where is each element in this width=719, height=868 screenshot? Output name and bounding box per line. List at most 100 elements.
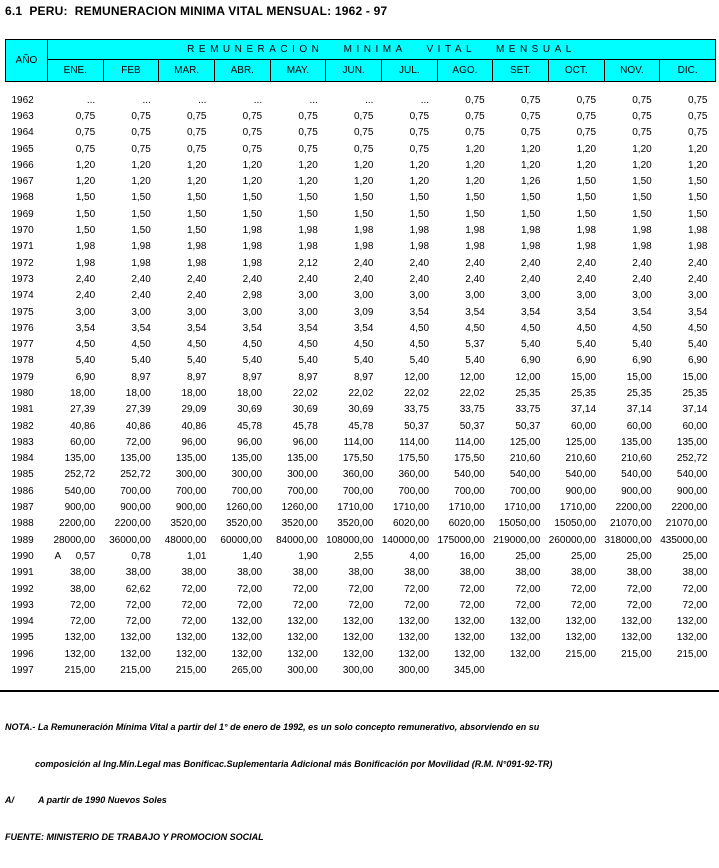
value-cell: 0,75	[548, 125, 604, 141]
value-cell: 345,00	[437, 662, 493, 678]
cell-value: 1,20	[688, 159, 708, 171]
value-cell: 1,98	[214, 255, 270, 271]
year-cell: 1976	[11, 322, 34, 334]
cell-value: 1,50	[465, 208, 485, 220]
value-cell: 3,00	[493, 288, 549, 304]
cell-value: 38,00	[70, 583, 96, 595]
remuneracion-table: AÑO REMUNERACION MINIMA VITAL MENSUAL EN…	[5, 39, 716, 679]
cell-value: 1,98	[75, 241, 96, 253]
value-cell: 1,20	[214, 157, 270, 173]
cell-value: 0,75	[187, 110, 207, 122]
value-cell: 1,50	[326, 190, 382, 206]
cell-value: 1,98	[576, 241, 597, 253]
value-cell: 2,98	[214, 288, 270, 304]
cell-value: 4,50	[520, 322, 541, 334]
cell-value: 900,00	[676, 485, 708, 497]
value-cell: 265,00	[214, 662, 270, 678]
value-cell: 132,00	[604, 614, 660, 630]
year-cell: 1996	[11, 648, 34, 660]
value-cell: 38,00	[270, 565, 326, 581]
year-cell: 1979	[11, 371, 34, 383]
cell-value: 3,54	[409, 306, 430, 318]
value-cell: 40,86	[48, 418, 104, 434]
value-cell: 50,37	[381, 418, 437, 434]
value-cell: 72,00	[660, 581, 716, 597]
cell-value: 48000,00	[164, 534, 207, 546]
value-cell: 1,98	[326, 239, 382, 255]
cell-value: 4,50	[632, 322, 652, 334]
cell-value: 1,20	[632, 143, 652, 155]
value-cell: 215,00	[159, 662, 215, 678]
value-cell: 72,00	[103, 614, 159, 630]
value-cell: 3,00	[48, 304, 104, 320]
year-cell: 1963	[11, 110, 34, 122]
cell-value: 25,35	[682, 387, 708, 399]
cell-value: 2,40	[187, 290, 207, 302]
month-header-mar: MAR.	[158, 59, 215, 82]
value-cell: 135,00	[660, 434, 716, 450]
value-cell: 210,60	[548, 451, 604, 467]
cell-value: 5,40	[242, 355, 263, 367]
cell-value: ...	[309, 94, 318, 106]
value-cell: 33,75	[381, 402, 437, 418]
value-cell: 2,40	[103, 288, 159, 304]
cell-value: 300,00	[342, 665, 374, 677]
cell-value: 210,60	[509, 453, 541, 465]
cell-value: 132,00	[454, 648, 485, 660]
cell-value: 1260,00	[225, 502, 263, 514]
value-cell: 132,00	[214, 614, 270, 630]
value-cell: 2200,00	[48, 516, 104, 532]
year-cell: 1984	[11, 453, 34, 465]
cell-value: 12,00	[515, 371, 541, 383]
value-cell: 72,00	[493, 597, 549, 613]
cell-value: 175,50	[342, 453, 374, 465]
cell-value: 1,50	[409, 192, 430, 204]
cell-value: 1,50	[131, 192, 151, 204]
value-cell: 300,00	[381, 662, 437, 678]
cell-value: 1,98	[187, 257, 207, 269]
cell-value: 2,40	[688, 257, 708, 269]
cell-value: 3,54	[187, 322, 207, 334]
value-cell: 540,00	[437, 467, 493, 483]
cell-value: 0,75	[242, 110, 263, 122]
value-cell: 2,12	[270, 255, 326, 271]
value-cell: 132,00	[660, 630, 716, 646]
year-cell: 1968	[11, 192, 34, 204]
cell-value: 0,75	[298, 143, 318, 155]
cell-value: 1,50	[632, 208, 652, 220]
cell-value: ...	[253, 94, 263, 106]
cell-value: 5,40	[520, 339, 541, 351]
cell-value: 132,00	[342, 616, 374, 628]
value-cell: 132,00	[159, 646, 215, 662]
cell-value: 5,40	[353, 355, 374, 367]
year-cell: 1987	[11, 502, 34, 514]
cell-value: 72,00	[626, 599, 652, 611]
cell-value: 0,75	[465, 110, 485, 122]
value-cell: 215,00	[660, 646, 716, 662]
footnote-a-label: A/	[5, 795, 14, 806]
cell-value: 96,00	[237, 436, 263, 448]
value-cell: 38,00	[48, 581, 104, 597]
span-header-row: AÑO REMUNERACION MINIMA VITAL MENSUAL	[5, 39, 716, 82]
cell-value: 2,40	[409, 273, 430, 285]
value-cell: 1,98	[214, 222, 270, 238]
value-cell: 15050,00	[548, 516, 604, 532]
value-cell: 5,40	[493, 336, 549, 352]
cell-value: 1,50	[353, 208, 374, 220]
table-row-1987: 1987 900,00 900,00 900,00 1260,00 1260,00 1710…	[6, 499, 716, 515]
value-cell: 72,00	[103, 434, 159, 450]
cell-value: 1,98	[131, 241, 151, 253]
cell-value: 540,00	[509, 469, 541, 481]
value-cell: 360,00	[326, 467, 382, 483]
cell-value: 700,00	[398, 485, 430, 497]
month-header-set: SET.	[492, 59, 549, 82]
value-cell: 3,54	[548, 304, 604, 320]
value-cell: 0,75	[660, 92, 716, 108]
cell-value: 72,00	[626, 583, 652, 595]
cell-value: 4,50	[353, 339, 374, 351]
value-cell: 12,00	[493, 369, 549, 385]
cell-value: 6,90	[75, 371, 96, 383]
cell-value: 6,90	[520, 355, 541, 367]
value-cell: 1,50	[381, 190, 437, 206]
value-cell: 540,00	[548, 467, 604, 483]
